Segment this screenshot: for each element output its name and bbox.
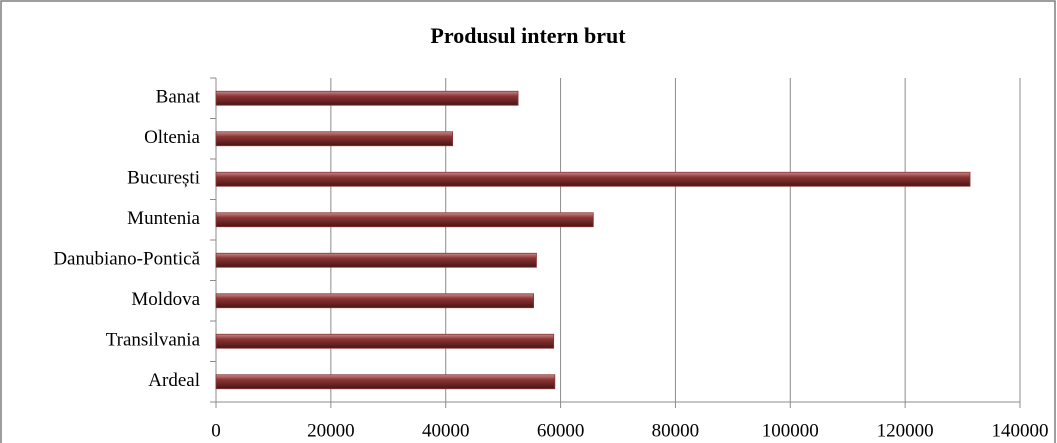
x-tick-label: 80000 xyxy=(652,420,700,441)
x-tick-label: 100000 xyxy=(762,420,819,441)
x-tick-label: 60000 xyxy=(537,420,585,441)
y-tick-label: Ardeal xyxy=(148,370,200,391)
y-tick-label: București xyxy=(127,168,200,189)
y-tick-label: Muntenia xyxy=(127,208,200,229)
x-tick-label: 40000 xyxy=(422,420,470,441)
x-tick-label: 20000 xyxy=(307,420,355,441)
chart-title: Produsul intern brut xyxy=(430,23,626,48)
y-tick-label: Moldova xyxy=(131,289,200,310)
bar xyxy=(215,131,454,147)
x-tick-label: 140000 xyxy=(992,420,1049,441)
bar xyxy=(215,293,534,309)
y-tick-label: Transilvania xyxy=(106,330,201,351)
bar xyxy=(215,374,556,390)
y-tick-label: Banat xyxy=(156,87,201,108)
bar xyxy=(215,212,594,228)
bar xyxy=(215,252,537,268)
bar xyxy=(215,171,971,187)
y-tick-label: Oltenia xyxy=(144,127,200,148)
bar xyxy=(215,333,555,349)
x-tick-label: 120000 xyxy=(877,420,934,441)
y-tick-label: Danubiano-Pontică xyxy=(53,249,200,270)
bar xyxy=(215,90,519,106)
x-tick-label: 0 xyxy=(211,420,221,441)
